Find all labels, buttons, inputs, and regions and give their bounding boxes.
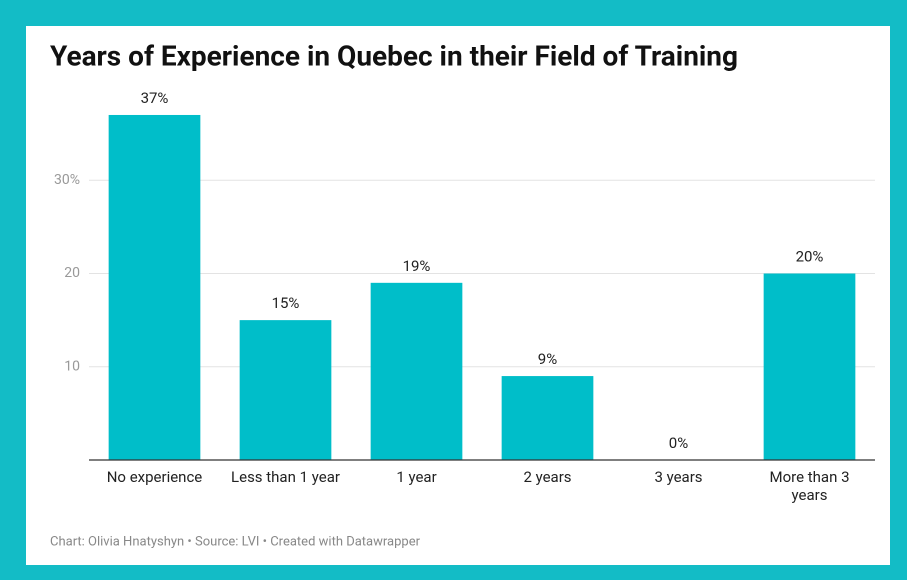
x-tick-label: No experience — [106, 468, 203, 486]
value-label: 9% — [538, 350, 557, 368]
bar — [763, 273, 856, 460]
bar — [501, 376, 594, 460]
bar — [108, 114, 201, 460]
y-tick-label: 20 — [64, 265, 80, 281]
x-tick-label: 3 years — [654, 468, 703, 486]
y-tick-label: 10 — [64, 358, 80, 374]
x-tick-label: Less than 1 year — [231, 468, 340, 486]
bar — [239, 320, 332, 460]
value-label: 15% — [272, 294, 300, 312]
x-tick-label: 2 years — [523, 468, 572, 486]
value-label: 20% — [796, 247, 824, 265]
chart-title: Years of Experience in Quebec in their F… — [50, 39, 738, 72]
y-tick-label: 30% — [54, 172, 80, 188]
value-label: 0% — [669, 434, 688, 452]
x-tick-label: More than 3 years — [769, 468, 850, 504]
footer-note: Chart: Olivia Hnatyshyn • Source: LVI • … — [50, 534, 421, 549]
bar — [370, 282, 463, 460]
value-label: 19% — [403, 257, 431, 275]
x-tick-label: 1 year — [396, 468, 437, 486]
value-label: 37% — [141, 89, 169, 107]
